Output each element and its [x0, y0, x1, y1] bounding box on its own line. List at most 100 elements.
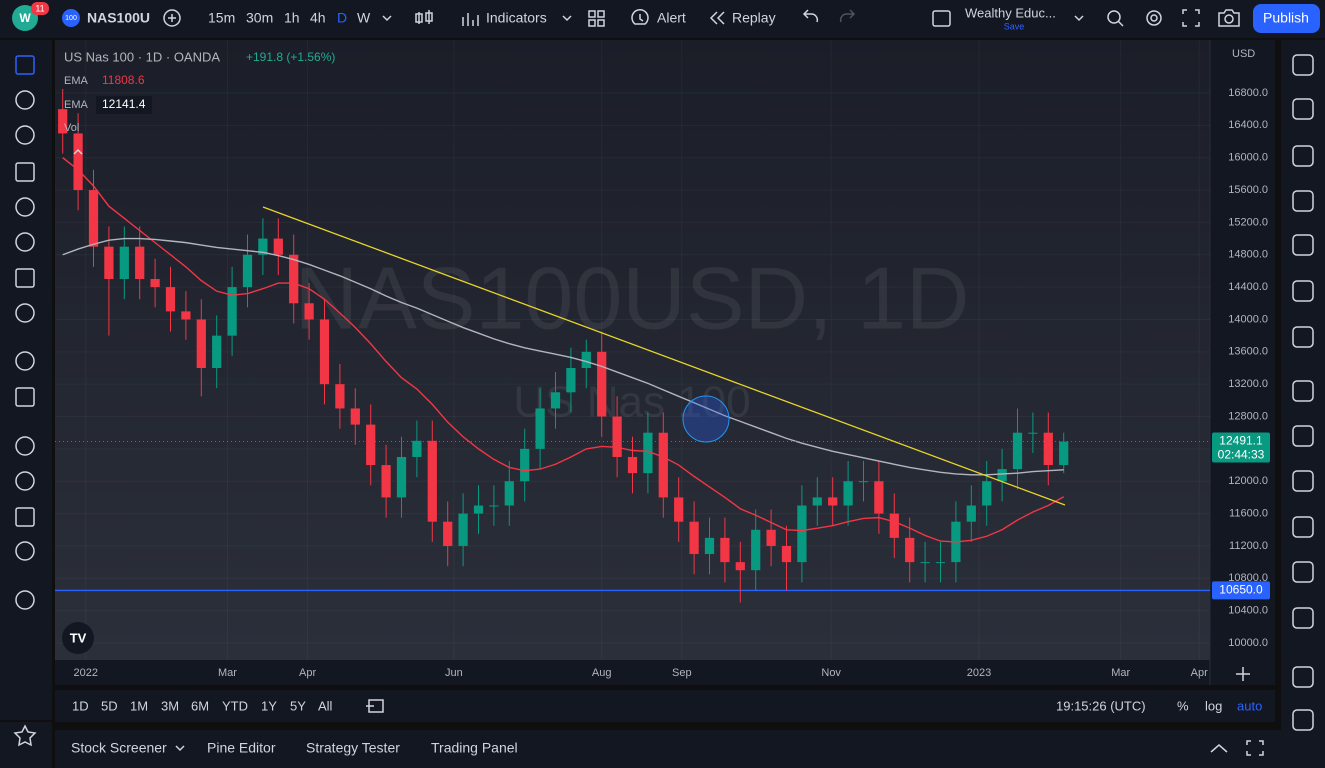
log-toggle[interactable]: log — [1205, 698, 1222, 713]
interval-button[interactable]: 4h — [310, 10, 326, 26]
chart-type-button[interactable] — [415, 10, 433, 24]
range-button[interactable]: All — [318, 698, 333, 713]
candle-body — [412, 440, 422, 457]
alert-button[interactable]: Alert — [657, 10, 686, 26]
candle-body — [1028, 432, 1038, 434]
tool-button[interactable] — [15, 590, 35, 610]
layout-checkbox[interactable] — [932, 10, 951, 27]
undo-button[interactable] — [802, 9, 819, 23]
search-button[interactable] — [1107, 10, 1121, 24]
logo[interactable] — [12, 5, 38, 31]
ema-line — [62, 237, 1064, 476]
candle-body — [643, 432, 653, 474]
tool-button[interactable] — [15, 303, 35, 323]
replay-button[interactable]: Replay — [732, 10, 776, 26]
widget-button[interactable] — [1292, 470, 1314, 492]
tool-button[interactable] — [15, 541, 35, 561]
tool-button[interactable] — [15, 387, 35, 407]
indicators-button[interactable]: Indicators — [486, 10, 547, 26]
tool-button[interactable] — [15, 232, 35, 252]
widget-button[interactable] — [1292, 607, 1314, 629]
auto-toggle[interactable]: auto — [1237, 698, 1262, 713]
tool-button[interactable] — [15, 125, 35, 145]
tool-button[interactable] — [15, 507, 35, 527]
widget-button[interactable] — [1292, 280, 1314, 302]
currency[interactable]: USD — [1232, 48, 1255, 60]
tool-button[interactable] — [15, 351, 35, 371]
widget-button[interactable] — [1292, 516, 1314, 538]
templates-button[interactable] — [588, 10, 605, 27]
candle-body — [165, 287, 176, 312]
candle-body — [181, 311, 191, 320]
alert-icon[interactable] — [631, 9, 649, 25]
widget-button[interactable] — [1292, 326, 1314, 348]
candle-body — [735, 562, 745, 571]
symbol-icon — [62, 9, 80, 27]
watchlist-star[interactable] — [13, 724, 37, 747]
tool-button[interactable] — [15, 90, 35, 110]
fullscreen-button[interactable] — [1182, 9, 1200, 27]
redo-button[interactable] — [839, 9, 856, 23]
widget-button[interactable] — [1292, 425, 1314, 447]
tool-button[interactable] — [15, 436, 35, 456]
layout-menu[interactable] — [1074, 15, 1084, 22]
compare-button[interactable] — [163, 9, 181, 27]
candle-body — [581, 351, 591, 368]
intervals: 15m 30m 1h 4h D W — [208, 10, 371, 26]
indicators-menu[interactable] — [562, 15, 572, 22]
widget-button[interactable] — [1292, 666, 1314, 688]
layout-name[interactable]: Wealthy Educ... — [965, 5, 1056, 20]
range-button[interactable]: 1M — [130, 698, 148, 713]
interval-button[interactable]: D — [337, 10, 347, 26]
snapshot-lens — [1224, 14, 1234, 24]
settings-button[interactable] — [1146, 10, 1162, 26]
range-button[interactable]: 3M — [161, 698, 179, 713]
screener-menu[interactable] — [175, 745, 185, 752]
y-tick-label: 11200.0 — [1229, 540, 1268, 552]
interval-button[interactable]: 30m — [246, 10, 273, 26]
candle-body — [443, 521, 453, 546]
tool-button[interactable] — [15, 162, 35, 182]
panel-tab[interactable]: Pine Editor — [207, 740, 276, 756]
interval-button[interactable]: 15m — [208, 10, 235, 26]
candle-body — [381, 465, 391, 498]
panel-maximize[interactable] — [1246, 740, 1264, 756]
range-button[interactable]: YTD — [222, 698, 248, 713]
panel-tab[interactable]: Strategy Tester — [306, 740, 400, 756]
interval-button[interactable]: 1h — [284, 10, 300, 26]
percent-toggle[interactable]: % — [1177, 698, 1189, 713]
widget-button[interactable] — [1292, 709, 1314, 731]
goto-date[interactable] — [366, 699, 384, 713]
interval-button[interactable]: W — [357, 10, 371, 26]
range-button[interactable]: 5Y — [290, 698, 306, 713]
legend-collapse[interactable] — [73, 148, 83, 155]
widget-button[interactable] — [1292, 54, 1314, 76]
tool-button[interactable] — [15, 55, 35, 75]
widget-button[interactable] — [1292, 98, 1314, 120]
snapshot-button[interactable] — [1218, 9, 1240, 27]
interval-menu[interactable] — [382, 15, 392, 22]
symbol[interactable]: NAS100U — [87, 10, 150, 26]
candle-body — [504, 481, 514, 506]
range-button[interactable]: 1Y — [261, 698, 277, 713]
tool-button[interactable] — [15, 197, 35, 217]
panel-tab[interactable]: Stock Screener — [71, 740, 167, 756]
clock[interactable]: 19:15:26 (UTC) — [1056, 698, 1146, 713]
widget-button[interactable] — [1292, 234, 1314, 256]
range-button[interactable]: 5D — [101, 698, 118, 713]
panel-collapse[interactable] — [1210, 744, 1228, 753]
axis-settings[interactable] — [1236, 667, 1250, 681]
replay-icon[interactable] — [709, 11, 725, 25]
tool-button[interactable] — [15, 471, 35, 491]
panel-tab[interactable]: Trading Panel — [431, 740, 518, 756]
widget-button[interactable] — [1292, 190, 1314, 212]
range-button[interactable]: 6M — [191, 698, 209, 713]
range-button[interactable]: 1D — [72, 698, 89, 713]
publish-button[interactable] — [1253, 4, 1320, 33]
widget-button[interactable] — [1292, 561, 1314, 583]
candle-body — [674, 497, 684, 522]
tool-button[interactable] — [15, 268, 35, 288]
widget-button[interactable] — [1292, 145, 1314, 167]
indicators-icon[interactable] — [462, 13, 479, 26]
widget-button[interactable] — [1292, 380, 1314, 402]
